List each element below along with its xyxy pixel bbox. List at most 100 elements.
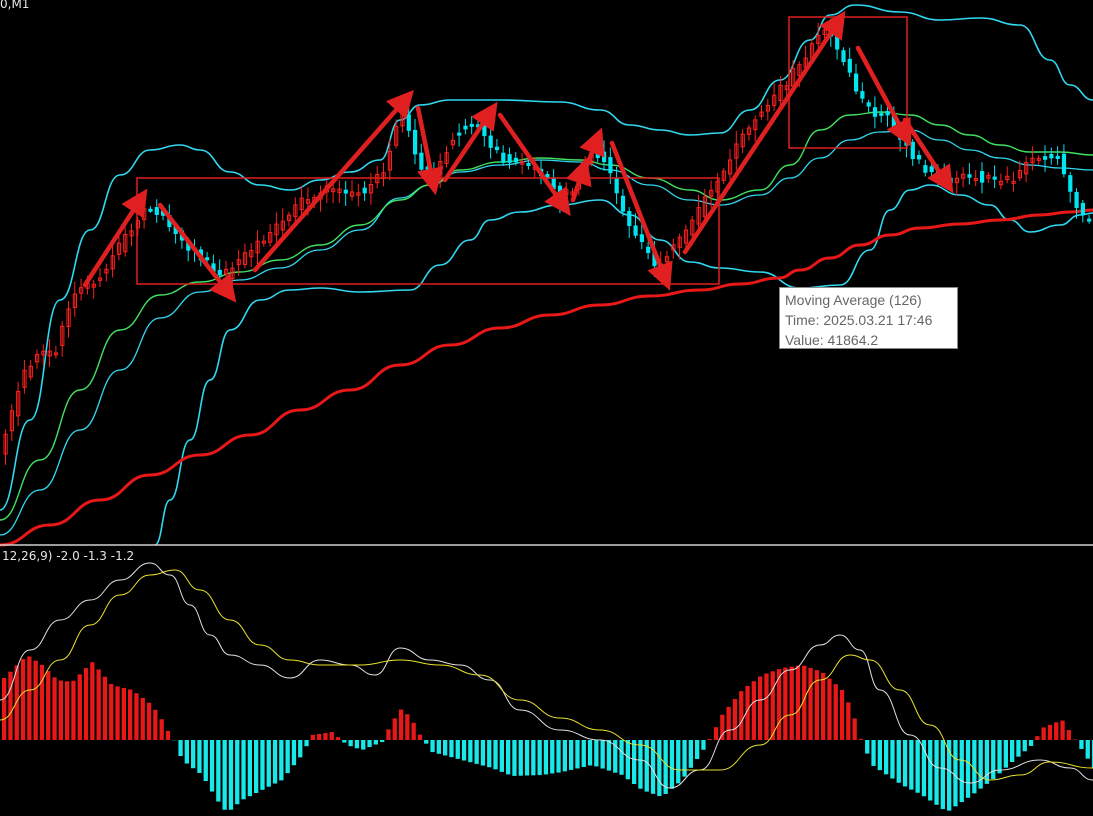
candle-body — [620, 195, 626, 212]
macd-histogram-bar — [96, 669, 101, 740]
candle-body — [16, 390, 21, 417]
candle-body — [1074, 191, 1079, 209]
macd-histogram-bar — [474, 740, 479, 764]
candle-body — [236, 259, 241, 265]
candle-body — [683, 229, 689, 244]
top-box — [788, 16, 908, 149]
macd-histogram-bar — [317, 733, 322, 740]
candle-body — [1005, 175, 1010, 181]
candle-body — [690, 219, 695, 236]
macd-histogram-bar — [310, 734, 315, 740]
candle-body — [22, 369, 27, 388]
macd-panel — [0, 562, 1093, 811]
macd-histogram-bar — [216, 740, 221, 802]
candle-body — [721, 170, 726, 181]
indicator-tooltip: Moving Average (126) Time: 2025.03.21 17… — [779, 287, 958, 349]
macd-histogram-bar — [852, 718, 857, 740]
candle-body — [450, 139, 455, 146]
candle-body — [148, 208, 153, 212]
macd-histogram-bar — [512, 740, 517, 776]
macd-histogram-bar — [329, 732, 334, 740]
macd-histogram-bar — [669, 740, 675, 789]
macd-histogram-bar — [58, 680, 63, 740]
candle-body — [602, 151, 607, 163]
macd-histogram-bar — [354, 740, 360, 749]
candle-body — [463, 125, 468, 130]
candle-body — [501, 152, 506, 163]
macd-histogram-bar — [52, 677, 57, 740]
candle-body — [66, 308, 71, 328]
macd-histogram-bar — [430, 740, 435, 753]
candle-body — [627, 210, 632, 227]
macd-histogram-bar — [562, 740, 567, 772]
macd-histogram-bar — [398, 709, 404, 740]
macd-histogram-bar — [115, 686, 120, 740]
macd-histogram-bar — [247, 740, 252, 797]
candle-body — [1017, 170, 1022, 179]
macd-histogram-bar — [65, 681, 70, 740]
macd-histogram-bar — [443, 740, 448, 756]
macd-histogram-bar — [134, 693, 139, 740]
candle-body — [520, 160, 525, 165]
candle-body — [1024, 161, 1029, 175]
macd-histogram-bar — [518, 740, 523, 776]
candle-body — [639, 234, 644, 243]
macd-histogram-bar — [487, 740, 492, 768]
macd-histogram-bar — [468, 740, 473, 763]
macd-histogram-bar — [8, 671, 13, 740]
annotations — [82, 10, 954, 303]
macd-histogram-bar — [984, 740, 990, 784]
candle-body — [60, 325, 65, 347]
candle-body — [1080, 202, 1086, 216]
candle-body — [9, 410, 15, 432]
macd-histogram-bar — [1054, 722, 1059, 740]
ma-126-line — [0, 208, 1093, 547]
candle-body — [998, 180, 1004, 186]
macd-histogram-bar — [455, 740, 460, 759]
macd-histogram-bar — [1091, 740, 1093, 769]
macd-histogram-bar — [285, 740, 290, 774]
macd-histogram-bar — [846, 702, 851, 740]
macd-histogram-bar — [682, 740, 687, 777]
candle-body — [406, 114, 411, 131]
candle-body — [595, 146, 600, 159]
candle-body — [337, 188, 342, 194]
macd-histogram-bar — [1016, 740, 1021, 757]
macd-histogram-bar — [1041, 727, 1046, 740]
macd-histogram-bar — [348, 740, 353, 747]
candle-body — [1036, 157, 1041, 161]
macd-histogram-bar — [361, 740, 366, 750]
macd-histogram-bar — [657, 740, 662, 797]
macd-histogram-bar — [1073, 739, 1078, 740]
macd-histogram-bar — [2, 678, 7, 740]
candle-body — [255, 240, 260, 254]
candle-body — [772, 94, 777, 106]
trend-arrow — [415, 105, 444, 196]
macd-histogram-bar — [821, 672, 826, 740]
macd-histogram-bar — [991, 740, 996, 780]
macd-histogram-bar — [241, 740, 246, 800]
macd-histogram-bar — [191, 740, 196, 769]
macd-histogram-bar — [940, 740, 945, 810]
candle-body — [28, 365, 33, 378]
candle-body — [967, 174, 972, 178]
macd-histogram-bar — [732, 699, 738, 740]
candle-body — [866, 102, 871, 107]
macd-histogram-bar — [865, 740, 870, 754]
candle-body — [343, 189, 348, 194]
macd-histogram-bar — [506, 740, 511, 775]
candle-body — [746, 127, 752, 135]
macd-histogram-bar — [493, 740, 498, 770]
macd-histogram-bar — [959, 740, 964, 803]
macd-histogram-bar — [436, 740, 441, 754]
candle-body — [740, 133, 745, 148]
candle-body — [110, 255, 115, 270]
macd-histogram-bar — [745, 685, 750, 740]
macd-histogram-bar — [165, 730, 171, 740]
candle-body — [910, 141, 915, 160]
candle-body — [35, 354, 40, 363]
candle-body — [992, 176, 997, 180]
candle-body — [709, 189, 714, 197]
candle-body — [973, 178, 978, 182]
